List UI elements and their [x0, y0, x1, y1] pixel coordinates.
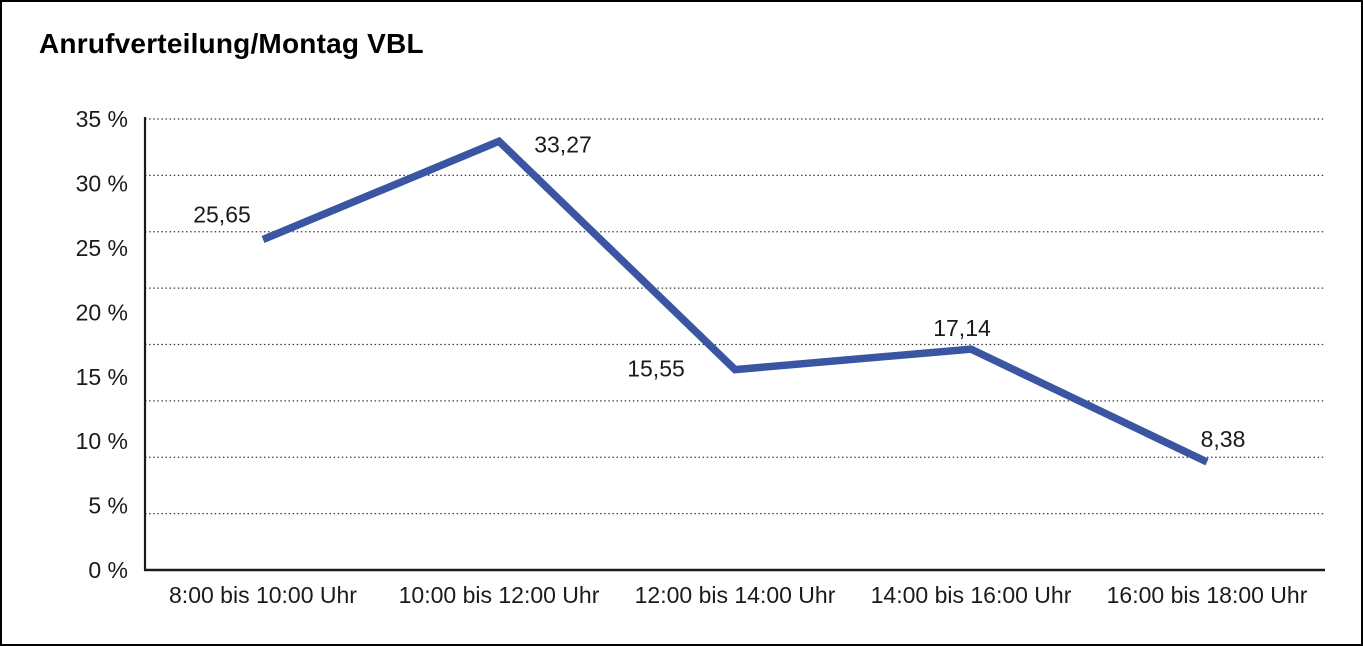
y-axis-tick-label: 0 % [88, 557, 128, 583]
y-axis-tick-label: 20 % [76, 299, 128, 325]
data-point-label: 25,65 [193, 202, 251, 228]
data-point-label: 8,38 [1201, 426, 1246, 452]
x-axis-tick-label: 12:00 bis 14:00 Uhr [635, 582, 836, 608]
data-point-label: 17,14 [933, 315, 991, 341]
y-axis-tick-label: 15 % [76, 364, 128, 390]
x-axis-tick-label: 16:00 bis 18:00 Uhr [1107, 582, 1308, 608]
data-point-label: 15,55 [627, 356, 685, 382]
y-axis-tick-label: 30 % [76, 170, 128, 196]
x-axis-tick-label: 8:00 bis 10:00 Uhr [169, 582, 357, 608]
series-line [261, 136, 1209, 466]
x-axis-tick-label: 10:00 bis 12:00 Uhr [399, 582, 600, 608]
y-axis-tick-label: 35 % [76, 106, 128, 132]
chart-title: Anrufverteilung/Montag VBL [39, 28, 424, 59]
x-axis-tick-label: 14:00 bis 16:00 Uhr [871, 582, 1072, 608]
y-axis-tick-label: 10 % [76, 428, 128, 454]
data-point-label: 33,27 [534, 131, 592, 157]
y-axis-tick-label: 25 % [76, 235, 128, 261]
y-axis-tick-label: 5 % [88, 493, 128, 519]
